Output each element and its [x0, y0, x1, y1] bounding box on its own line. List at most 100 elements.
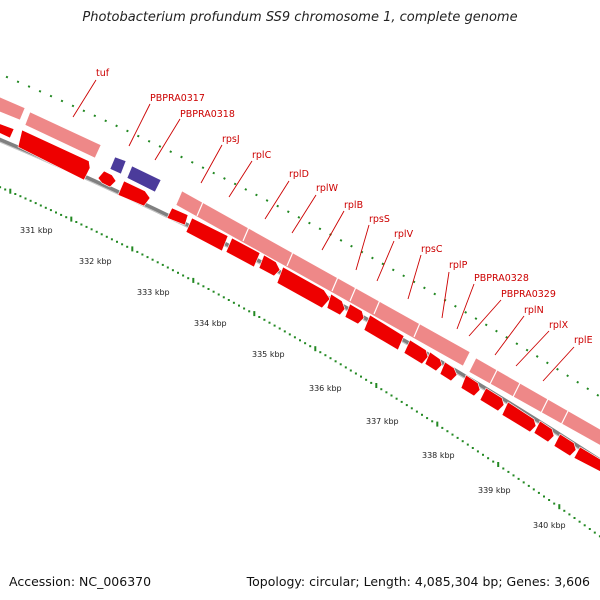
kbp-label: 335 kbp: [252, 350, 285, 359]
scale-minor-tick: [573, 517, 576, 519]
gene-block: [276, 266, 331, 309]
scale-minor-tick: [29, 199, 32, 202]
scale-minor-tick: [344, 366, 347, 369]
gene-label[interactable]: PBPRA0328: [474, 273, 529, 284]
scale-major-tick: [314, 346, 317, 352]
scale-major-tick: [253, 311, 256, 317]
scale-major-tick: [375, 383, 378, 388]
gene-label[interactable]: rplC: [252, 150, 272, 161]
scale-minor-tick: [248, 310, 251, 313]
scale-minor-tick: [466, 443, 469, 446]
forward-strand-genes: [0, 96, 600, 446]
gene-label[interactable]: rplP: [449, 260, 468, 271]
gene-block: [0, 96, 26, 121]
gene-label[interactable]: rplV: [394, 229, 414, 240]
gene-label[interactable]: rpsS: [369, 214, 390, 225]
scale-minor-tick: [232, 301, 235, 304]
gene-label[interactable]: rplB: [344, 200, 363, 211]
scale-minor-tick: [405, 404, 408, 407]
gene-label[interactable]: PBPRA0329: [501, 289, 556, 300]
scale-minor-tick: [385, 391, 388, 394]
scale-minor-tick: [49, 209, 52, 212]
scale-minor-tick: [380, 388, 383, 391]
gene-block: [326, 293, 346, 316]
scale-major-tick: [436, 421, 439, 427]
scale-minor-tick: [34, 202, 37, 205]
scale-minor-tick: [156, 261, 159, 264]
scale-minor-tick: [349, 369, 352, 372]
scale-minor-tick: [187, 277, 190, 280]
scale-minor-tick: [537, 491, 540, 494]
gene-label[interactable]: rplN: [524, 305, 544, 316]
scale-minor-tick: [522, 481, 525, 484]
map-title: Photobacterium profundum SS9 chromosome …: [82, 10, 518, 25]
gene-block: [126, 165, 162, 193]
scale-minor-tick: [563, 509, 566, 512]
scale-minor-tick: [116, 240, 118, 243]
gene-label[interactable]: rpsC: [421, 244, 443, 255]
scale-minor-tick: [512, 474, 515, 477]
gene-block: [573, 446, 600, 472]
scale-minor-tick: [243, 307, 246, 310]
scale-minor-tick: [395, 397, 398, 400]
gene-block: [97, 170, 117, 188]
gene-block: [258, 254, 281, 277]
gene-label[interactable]: rplE: [574, 335, 593, 346]
scale-minor-tick: [19, 195, 22, 198]
scale-major-tick: [131, 246, 134, 252]
kbp-label: 331 kbp: [20, 226, 53, 235]
kbp-label: 336 kbp: [309, 384, 342, 393]
scale-minor-tick: [360, 375, 362, 378]
scale-minor-tick: [0, 186, 2, 189]
scale-minor-tick: [410, 407, 413, 410]
kbp-labels: 331 kbp 332 kbp 333 kbp 334 kbp 335 kbp …: [20, 226, 566, 530]
scale-minor-tick: [548, 499, 551, 501]
gene-block: [553, 433, 577, 457]
scale-minor-tick: [105, 235, 108, 238]
scale-minor-tick: [177, 271, 179, 274]
kbp-label: 332 kbp: [79, 257, 112, 266]
kbp-label: 337 kbp: [366, 417, 399, 426]
scale-minor-tick: [304, 342, 307, 345]
gene-label[interactable]: rpsJ: [222, 134, 240, 145]
scale-minor-tick: [482, 453, 484, 456]
gene-block: [468, 357, 600, 446]
scale-minor-tick: [456, 436, 459, 439]
gene-label[interactable]: rplD: [289, 169, 309, 180]
other-genes: [109, 156, 162, 193]
gene-label[interactable]: PBPRA0318: [180, 109, 235, 120]
scale-minor-tick: [146, 256, 149, 259]
kbp-label: 339 kbp: [478, 486, 511, 495]
scale-minor-tick: [278, 327, 281, 330]
gene-block: [460, 374, 481, 397]
scale-minor-tick: [14, 193, 17, 195]
scale-minor-tick: [24, 197, 27, 200]
gene-label[interactable]: PBPRA0317: [150, 93, 205, 104]
scale-minor-tick: [339, 363, 342, 366]
scale-minor-tick: [171, 269, 174, 272]
scale-minor-tick: [319, 351, 322, 354]
gene-label[interactable]: rplW: [316, 183, 339, 194]
gene-block: [175, 190, 471, 367]
scale-minor-tick: [598, 535, 600, 538]
gene-block: [424, 351, 443, 372]
gene-label[interactable]: rplX: [549, 320, 569, 331]
scale-minor-tick: [507, 470, 510, 473]
scale-minor-tick: [100, 233, 103, 236]
gene-label[interactable]: tuf: [96, 68, 110, 79]
gene-block: [185, 217, 229, 252]
gene-block: [117, 180, 151, 207]
scale-minor-tick: [39, 204, 42, 207]
scale-minor-tick: [390, 394, 393, 397]
scale-minor-tick: [365, 378, 368, 381]
scale-minor-tick: [273, 324, 276, 327]
scale-minor-tick: [227, 299, 230, 301]
scale-minor-tick: [288, 333, 291, 336]
scale-minor-tick: [90, 228, 93, 231]
scale-minor-tick: [426, 417, 429, 420]
scale-minor-tick: [95, 230, 98, 233]
gene-block: [24, 111, 102, 159]
scale-minor-tick: [451, 433, 454, 436]
scale-minor-tick: [182, 274, 185, 277]
